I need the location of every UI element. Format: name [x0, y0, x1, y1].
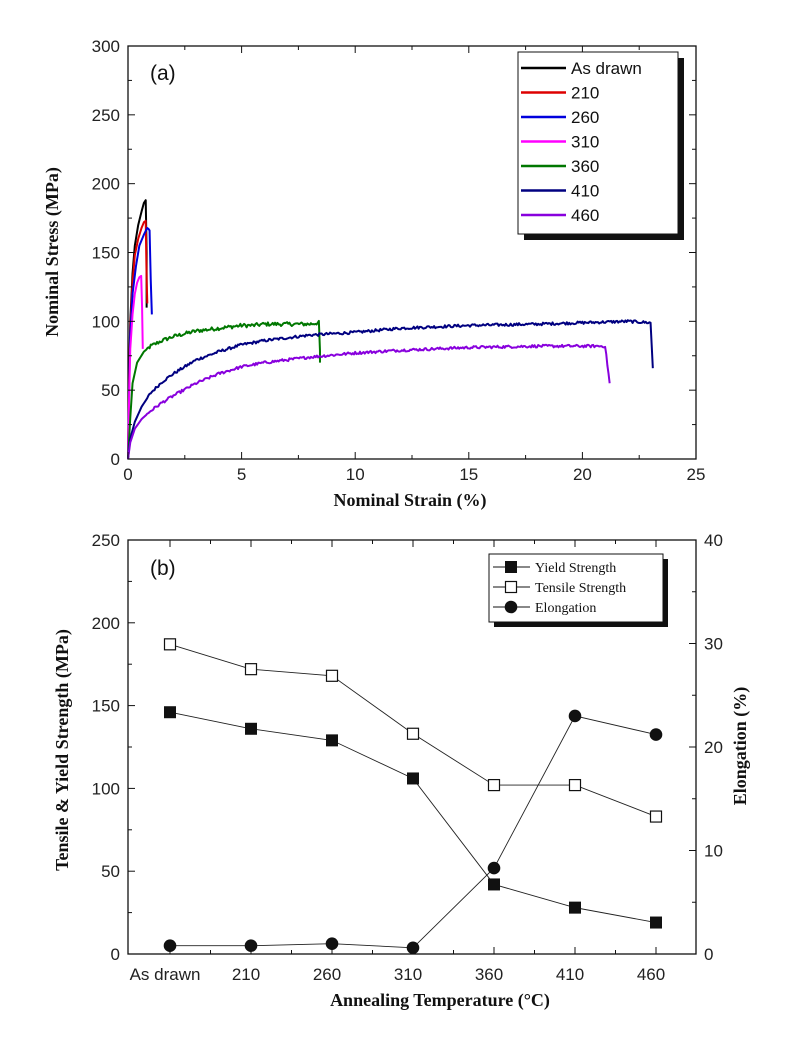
- panel-b-point-elongation: [487, 861, 501, 875]
- panel-a-legend-label: 460: [571, 206, 599, 225]
- panel-b-left-y-axis-title: Tensile & Yield Strength (MPa): [52, 629, 73, 871]
- panel-a-series-line-310: [127, 274, 144, 460]
- panel-b-x-axis-title: Annealing Temperature (°C): [330, 990, 550, 1011]
- panel-b-series-line-yield-strength: [169, 711, 657, 923]
- panel-a-series-line-260: [127, 227, 153, 460]
- panel-b-x-tick-labels: As drawn 210 260 310 360 410 460: [130, 965, 666, 984]
- panel-b-legend-marker: [504, 580, 518, 594]
- panel-b-label: (b): [150, 557, 176, 580]
- panel-a-legend-label: 310: [571, 133, 599, 152]
- panel-a-x-tick-label: 0: [123, 465, 132, 484]
- panel-b-point-yield-strength: [245, 722, 257, 735]
- panel-b-point-yield-strength: [569, 901, 581, 914]
- panel-a-y-tick-label: 100: [92, 312, 120, 331]
- panel-b-right-y-tick-label: 30: [704, 635, 723, 654]
- panel-b-right-y-axis-title: Elongation (%): [730, 687, 751, 806]
- panel-b-legend-marker: [505, 561, 517, 573]
- panel-a-series-group: [127, 199, 654, 460]
- panel-b-annealing-chart: 0 50 100 150 200 250 0 10 20 30 40 As drawn 210 260…: [52, 531, 751, 1011]
- panel-b-point-yield-strength: [488, 878, 500, 891]
- panel-b-x-tick-label: 210: [232, 965, 260, 984]
- panel-a-legend-box: [517, 51, 679, 235]
- panel-b-point-tensile-strength: [325, 669, 339, 682]
- panel-b-point-tensile-strength: [487, 778, 501, 792]
- panel-a-series-line-460: [127, 343, 611, 460]
- panel-a-legend-label: 210: [571, 84, 599, 103]
- panel-a-series-line-360: [127, 319, 321, 460]
- panel-a-legend-label: 260: [571, 108, 599, 127]
- panel-b-series-line-elongation: [170, 715, 657, 949]
- panel-b-point-elongation: [649, 728, 663, 741]
- panel-a-x-tick-label: 20: [573, 465, 592, 484]
- panel-b-left-y-tick-label: 150: [92, 697, 120, 716]
- panel-b-left-y-tick-label: 200: [92, 614, 120, 633]
- panel-b-x-tick-label: As drawn: [130, 965, 201, 984]
- panel-b-right-y-tick-labels: 0 10 20 30 40: [704, 531, 723, 964]
- panel-b-legend-marker: [504, 600, 518, 614]
- panel-b-point-tensile-strength: [568, 778, 582, 792]
- panel-a-y-tick-label: 250: [92, 106, 120, 125]
- panel-a-y-tick-label: 50: [101, 381, 120, 400]
- panel-a-label: (a): [150, 62, 176, 85]
- panel-a-y-tick-label: 0: [111, 450, 120, 469]
- panel-b-point-elongation: [568, 709, 582, 723]
- panel-b-x-tick-label: 410: [556, 965, 584, 984]
- panel-b-legend-label: Tensile Strength: [535, 581, 626, 596]
- panel-a-x-tick-label: 15: [459, 465, 478, 484]
- panel-b-point-tensile-strength: [649, 810, 663, 823]
- panel-a-x-tick-label: 10: [346, 465, 365, 484]
- panel-b-left-y-tick-label: 0: [111, 945, 120, 964]
- panel-b-x-tick-label: 260: [313, 965, 341, 984]
- panel-a-x-tick-label: 5: [237, 465, 246, 484]
- panel-b-legend: Yield Strength Tensile Strength Elongation: [488, 553, 668, 627]
- panel-a-legend: As drawn 210 260 310 360 410 460: [517, 51, 684, 240]
- panel-a-x-tick-labels: 0 5 10 15 20 25: [123, 465, 705, 484]
- panel-a-legend-label: 360: [571, 157, 599, 176]
- panel-b-right-y-tick-label: 40: [704, 531, 723, 550]
- panel-b-legend-label: Elongation: [535, 601, 596, 616]
- panel-a-stress-strain-chart: 0 50 100 150 200 250 300 0 5 10 15 20 25 (a) Nomina…: [42, 37, 705, 511]
- panel-a-ticks: [127, 45, 697, 460]
- panel-b-point-tensile-strength: [244, 663, 258, 676]
- panel-a-legend-label: 410: [571, 182, 599, 201]
- panel-b-point-yield-strength: [326, 734, 338, 747]
- panel-b-x-tick-label: 460: [637, 965, 665, 984]
- panel-b-series-markers: [163, 638, 663, 955]
- panel-a-y-tick-label: 200: [92, 175, 120, 194]
- panel-b-point-yield-strength: [407, 772, 419, 785]
- panel-a-y-tick-labels: 0 50 100 150 200 250 300: [92, 37, 120, 469]
- panel-a-x-axis-title: Nominal Strain (%): [334, 490, 487, 511]
- panel-b-point-yield-strength: [164, 706, 176, 719]
- panel-b-left-y-tick-label: 50: [101, 862, 120, 881]
- panel-b-x-tick-label: 310: [394, 965, 422, 984]
- panel-b-right-y-tick-label: 10: [704, 842, 723, 861]
- panel-a-y-tick-label: 300: [92, 37, 120, 56]
- panel-b-left-y-tick-labels: 0 50 100 150 200 250: [92, 531, 120, 964]
- panel-b-series-lines: [169, 643, 657, 949]
- panel-b-point-elongation: [163, 939, 177, 953]
- panel-a-y-axis-title: Nominal Stress (MPa): [42, 167, 63, 337]
- panel-b-left-y-tick-label: 250: [92, 531, 120, 550]
- panel-b-left-y-tick-label: 100: [92, 779, 120, 798]
- panel-b-legend-label: Yield Strength: [535, 561, 616, 576]
- panel-a-x-tick-label: 25: [687, 465, 706, 484]
- panel-b-point-yield-strength: [650, 916, 662, 929]
- panel-b-right-y-tick-label: 0: [704, 945, 713, 964]
- panel-b-x-tick-label: 360: [475, 965, 503, 984]
- panel-b-point-tensile-strength: [163, 638, 177, 651]
- panel-b-point-elongation: [325, 937, 339, 950]
- panel-a-legend-label: As drawn: [571, 59, 642, 78]
- panel-a-y-tick-label: 150: [92, 244, 120, 263]
- panel-b-right-y-tick-label: 20: [704, 738, 723, 757]
- panel-b-point-tensile-strength: [406, 727, 420, 740]
- panel-b-legend-box: [488, 553, 664, 623]
- panel-b-point-elongation: [406, 941, 420, 955]
- panel-b-ticks: [128, 539, 696, 955]
- panel-b-point-elongation: [244, 939, 258, 953]
- panel-a-series-line-410: [127, 319, 654, 460]
